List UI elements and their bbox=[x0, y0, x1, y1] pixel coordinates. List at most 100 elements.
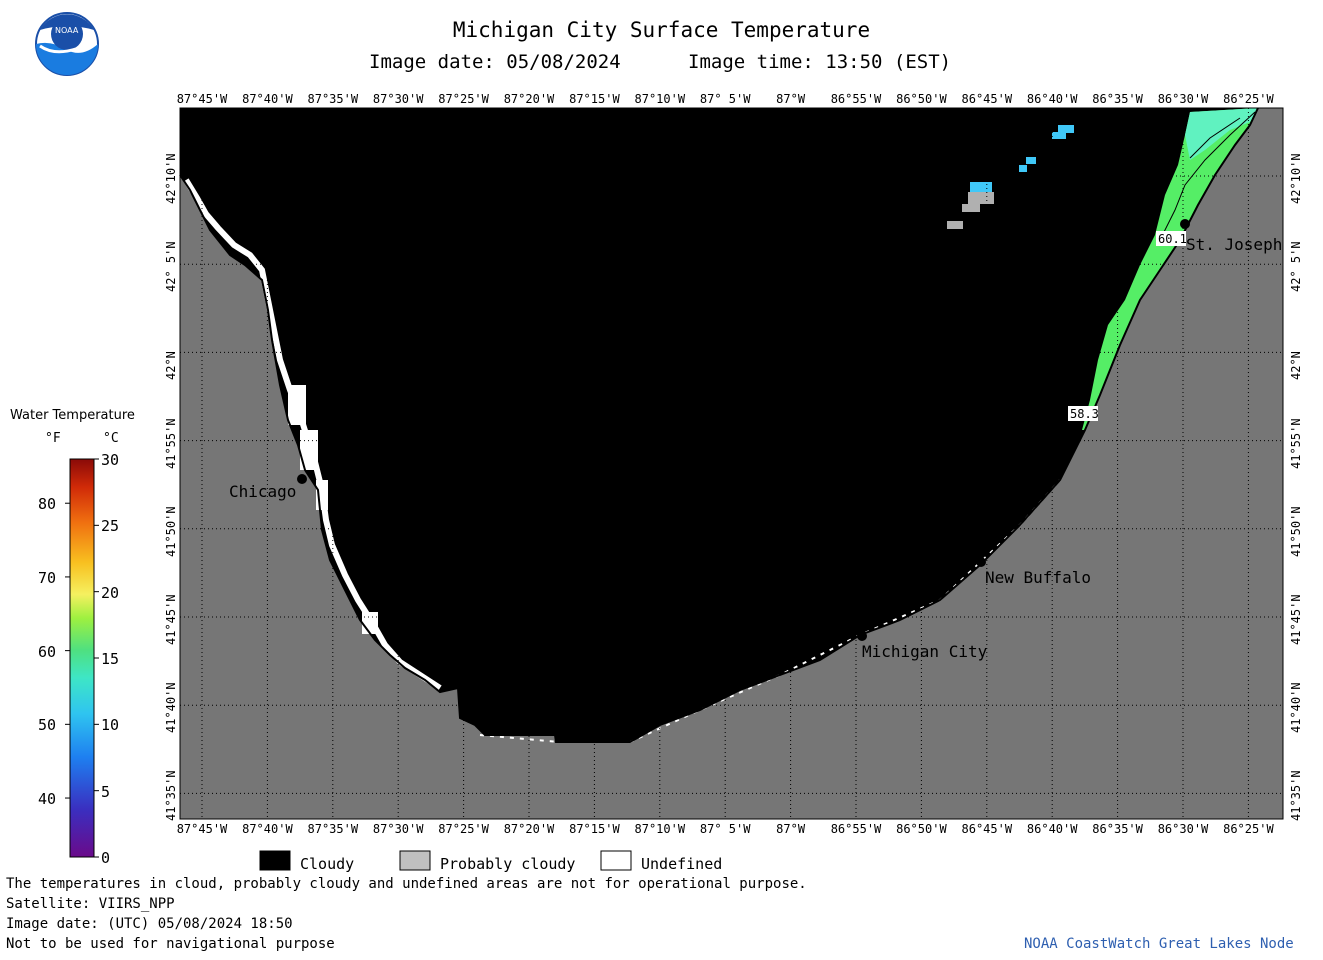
nearshore-water-band-light bbox=[1185, 108, 1258, 160]
colorbar-fahrenheit-label: 60 bbox=[38, 642, 57, 661]
longitude-label: 86°55'W bbox=[830, 92, 882, 106]
longitude-label: 86°45'W bbox=[961, 92, 1013, 106]
longitude-label: 87° 5'W bbox=[699, 92, 751, 106]
latitude-label: 41°45'N bbox=[1289, 594, 1303, 645]
legend-swatch-undefined bbox=[600, 850, 632, 871]
legend-label-undefined: Undefined bbox=[641, 855, 723, 873]
longitude-label: 86°50'W bbox=[896, 92, 947, 106]
temp-value-north: 60.1 bbox=[1158, 232, 1187, 246]
longitude-label: 86°40'W bbox=[1026, 92, 1078, 106]
label-st-joseph: St. Joseph bbox=[1186, 235, 1283, 254]
longitude-label: 87°45'W bbox=[176, 822, 228, 836]
colorbar-fahrenheit-label: 40 bbox=[38, 790, 57, 809]
latitude-label: 41°40'N bbox=[164, 682, 178, 734]
longitude-label: 87°25'W bbox=[438, 822, 489, 836]
longitude-label: 87°10'W bbox=[634, 822, 686, 836]
footer-utc-date: Image date: (UTC) 05/08/2024 18:50 bbox=[6, 916, 293, 932]
colorbar-celsius-label: 20 bbox=[101, 583, 120, 602]
longitude-label: 86°25'W bbox=[1223, 822, 1274, 836]
colorbar-unit-c: °C bbox=[103, 431, 119, 446]
longitude-label: 87°20'W bbox=[503, 92, 555, 106]
label-new-buffalo: New Buffalo bbox=[985, 568, 1091, 587]
temp-label-box-south bbox=[1068, 406, 1098, 421]
footer-disclaimer: The temperatures in cloud, probably clou… bbox=[6, 876, 807, 892]
latitude-label: 41°45'N bbox=[164, 594, 178, 645]
longitude-label: 86°55'W bbox=[830, 822, 882, 836]
latitude-label: 41°50'N bbox=[164, 506, 178, 557]
footer-credit-link[interactable]: NOAA CoastWatch Great Lakes Node bbox=[1024, 936, 1294, 952]
longitude-label: 87°40'W bbox=[242, 822, 293, 836]
probably-cloudy-pixel bbox=[968, 192, 994, 204]
label-chicago: Chicago bbox=[229, 482, 297, 501]
longitude-label: 86°25'W bbox=[1223, 92, 1274, 106]
latitude-label: 41°40'N bbox=[1289, 682, 1303, 734]
latitude-label: 41°55'N bbox=[1289, 418, 1303, 469]
map-frame bbox=[179, 107, 1284, 820]
page-title: Michigan City Surface Temperature bbox=[452, 18, 871, 42]
legend-label-probably-cloudy: Probably cloudy bbox=[440, 855, 576, 873]
longitude-label: 87°40'W bbox=[242, 92, 293, 106]
legend-swatch-cloudy bbox=[259, 850, 291, 871]
colorbar-celsius-label: 30 bbox=[101, 451, 120, 469]
water-pixel bbox=[1058, 125, 1074, 133]
colorbar-fahrenheit-label: 80 bbox=[38, 495, 57, 514]
longitude-label: 87°35'W bbox=[307, 822, 359, 836]
undefined-patch bbox=[288, 385, 306, 425]
water-pixel bbox=[1026, 157, 1036, 164]
colorbar-fahrenheit-label: 50 bbox=[38, 716, 57, 735]
undefined-patch bbox=[300, 430, 318, 470]
latitude-label: 42°10'N bbox=[1289, 153, 1303, 204]
chicago-marker bbox=[297, 474, 307, 484]
graticule bbox=[180, 108, 1283, 819]
lake-cloudy-area bbox=[180, 108, 1258, 742]
image-time: Image time: 13:50 (EST) bbox=[688, 51, 952, 73]
undefined-patch bbox=[362, 612, 378, 634]
isotherm-line bbox=[1189, 117, 1241, 159]
noaa-logo bbox=[35, 12, 99, 76]
footer-satellite: Satellite: VIIRS_NPP bbox=[6, 896, 175, 912]
footer-navigation-warning: Not to be used for navigational purpose bbox=[6, 936, 335, 952]
longitude-label: 87°15'W bbox=[569, 822, 620, 836]
colorbar-celsius-label: 15 bbox=[101, 650, 120, 668]
longitude-label: 87°W bbox=[776, 92, 806, 106]
longitude-label: 86°30'W bbox=[1157, 822, 1209, 836]
longitude-label: 87°W bbox=[776, 822, 806, 836]
noaa-logo-text: NOAA bbox=[55, 26, 79, 35]
longitude-label: 86°30'W bbox=[1157, 92, 1209, 106]
longitude-label: 87°30'W bbox=[372, 822, 424, 836]
longitude-label: 87°30'W bbox=[372, 92, 424, 106]
longitude-label: 87°25'W bbox=[438, 92, 489, 106]
temp-label-box-north bbox=[1156, 231, 1186, 246]
longitude-label: 87°15'W bbox=[569, 92, 620, 106]
temp-value-south: 58.3 bbox=[1070, 407, 1099, 421]
latitude-label: 42°10'N bbox=[164, 153, 178, 204]
water-pixel bbox=[1052, 132, 1066, 139]
new-buffalo-marker bbox=[976, 557, 986, 567]
longitude-label: 87°10'W bbox=[634, 92, 686, 106]
probably-cloudy-pixel bbox=[962, 204, 980, 212]
colorbar bbox=[69, 458, 95, 858]
colorbar-celsius-label: 0 bbox=[101, 849, 111, 867]
st-joseph-marker bbox=[1180, 219, 1190, 229]
longitude-label: 86°35'W bbox=[1092, 822, 1143, 836]
longitude-label: 87°45'W bbox=[176, 92, 228, 106]
colorbar-title: Water Temperature bbox=[10, 408, 135, 423]
latitude-label: 42° 5'N bbox=[164, 241, 178, 293]
latitude-label: 42°N bbox=[1289, 351, 1303, 381]
longitude-label: 87° 5'W bbox=[699, 822, 751, 836]
michigan-city-marker bbox=[857, 631, 867, 641]
longitude-label: 86°35'W bbox=[1092, 92, 1143, 106]
colorbar-fahrenheit-label: 70 bbox=[38, 568, 57, 587]
legend-swatch-probably-cloudy bbox=[399, 850, 431, 871]
colorbar-celsius-label: 25 bbox=[101, 517, 120, 536]
colorbar-unit-f: °F bbox=[45, 431, 61, 446]
water-pixel bbox=[970, 182, 992, 192]
image-date: Image date: 05/08/2024 bbox=[369, 51, 621, 73]
colorbar-ticks bbox=[65, 458, 99, 858]
latitude-label: 42°N bbox=[164, 351, 178, 381]
latitude-label: 42° 5'N bbox=[1289, 241, 1303, 293]
longitude-label: 86°40'W bbox=[1026, 822, 1078, 836]
colorbar-celsius-label: 5 bbox=[101, 782, 111, 801]
longitude-label: 87°35'W bbox=[307, 92, 359, 106]
